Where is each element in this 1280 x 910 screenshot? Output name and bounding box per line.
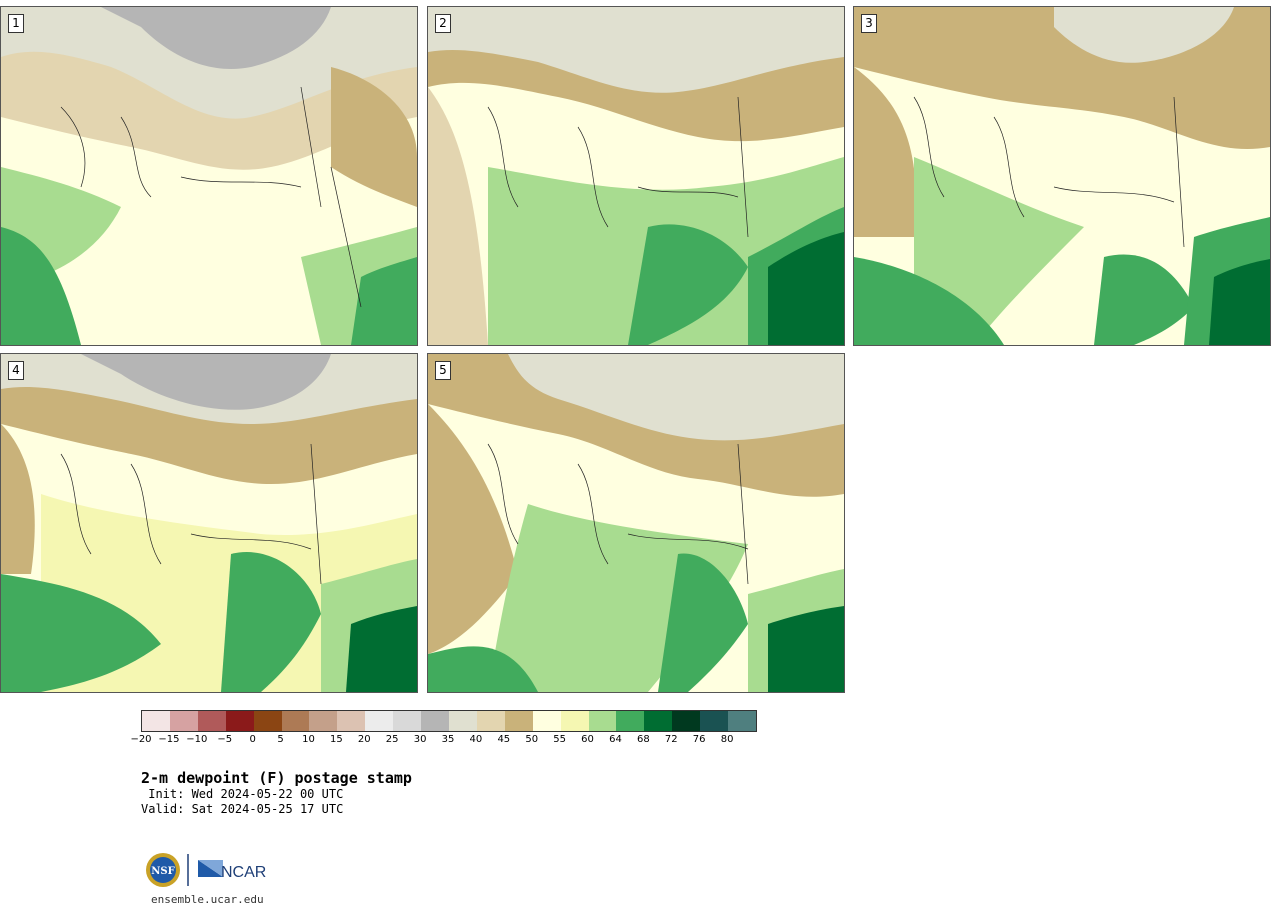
panel-number-badge: 1: [8, 14, 24, 33]
colorbar-swatch-17: [616, 711, 645, 731]
dewpoint-map-4: [1, 354, 417, 692]
ensemble-member-map-1: 1: [0, 6, 418, 346]
dewpoint-map-2: [428, 7, 844, 345]
panel-number-badge: 5: [435, 361, 451, 380]
ensemble-member-map-3: 3: [853, 6, 1271, 346]
colorbar-swatch-7: [337, 711, 366, 731]
colorbar-swatch-13: [504, 711, 533, 731]
colorbar-swatch-5: [281, 711, 310, 731]
colorbar-tick-11: 35: [441, 734, 455, 745]
colorbar-swatch-10: [421, 711, 449, 731]
colorbar-swatch-21: [728, 711, 756, 731]
colorbar-swatch-12: [476, 711, 505, 731]
panel-number-badge: 2: [435, 14, 451, 33]
plot-title: 2-m dewpoint (F) postage stamp: [141, 769, 412, 787]
colorbar-tick-19: 72: [664, 734, 678, 745]
colorbar-tick-3: −5: [217, 734, 233, 745]
colorbar-tick-5: 5: [277, 734, 284, 745]
colorbar-swatch-19: [672, 711, 701, 731]
colorbar-tick-9: 25: [385, 734, 399, 745]
colorbar-tick-8: 20: [357, 734, 371, 745]
colorbar-tick-10: 30: [413, 734, 427, 745]
colorbar-swatch-14: [532, 711, 561, 731]
colorbar-swatch-6: [309, 711, 338, 731]
colorbar-tick-7: 15: [329, 734, 343, 745]
valid-time-label: Valid: Sat 2024-05-25 17 UTC: [141, 802, 344, 816]
sponsor-logos: NSF NCAR: [145, 851, 275, 889]
colorbar-swatch-16: [588, 711, 617, 731]
nsf-ncar-logo-icon: NSF NCAR: [146, 853, 266, 887]
source-url: ensemble.ucar.edu: [151, 893, 264, 906]
colorbar-tick-21: 80: [720, 734, 734, 745]
colorbar-tick-17: 64: [609, 734, 622, 745]
colorbar-swatch-20: [700, 711, 729, 731]
init-time-label: Init: Wed 2024-05-22 00 UTC: [141, 787, 344, 801]
colorbar-tick-16: 60: [581, 734, 594, 745]
colorbar-tick-2: −10: [186, 734, 208, 745]
ensemble-member-map-4: 4: [0, 353, 418, 693]
colorbar-tick-12: 40: [469, 734, 483, 745]
colorbar-swatch-15: [560, 711, 589, 731]
colorbar-swatch-1: [169, 711, 198, 731]
ncar-logo-text: NCAR: [221, 864, 266, 881]
colorbar-swatch-9: [393, 711, 422, 731]
ensemble-member-map-5: 5: [427, 353, 845, 693]
ensemble-member-map-2: 2: [427, 6, 845, 346]
colorbar-swatch-4: [253, 711, 282, 731]
colorbar-tick-labels: −20 −15 −10 −5 0 5 10 15 20 25 30 35 40 45 50 55 60 64 68 7…: [130, 734, 755, 748]
panel-number-badge: 4: [8, 361, 24, 380]
colorbar-tick-13: 45: [497, 734, 511, 745]
colorbar-swatch-3: [225, 711, 254, 731]
colorbar-swatch-11: [448, 711, 477, 731]
colorbar-tick-15: 55: [553, 734, 566, 745]
colorbar-tick-14: 50: [525, 734, 539, 745]
colorbar-swatch-0: [142, 711, 170, 731]
colorbar-tick-0: −20: [130, 734, 152, 745]
dewpoint-map-1: [1, 7, 417, 345]
dewpoint-colorbar: [141, 710, 757, 732]
panel-number-badge: 3: [861, 14, 877, 33]
dewpoint-map-5: [428, 354, 844, 692]
colorbar-swatch-2: [197, 711, 226, 731]
nsf-logo-text: NSF: [151, 866, 174, 877]
dewpoint-map-3: [854, 7, 1270, 345]
colorbar-tick-6: 10: [302, 734, 315, 745]
colorbar-tick-20: 76: [692, 734, 706, 745]
colorbar-tick-4: 0: [249, 734, 256, 745]
colorbar-swatch-18: [644, 711, 673, 731]
colorbar-tick-18: 68: [636, 734, 650, 745]
colorbar-tick-1: −15: [158, 734, 180, 745]
colorbar-swatch-8: [365, 711, 394, 731]
